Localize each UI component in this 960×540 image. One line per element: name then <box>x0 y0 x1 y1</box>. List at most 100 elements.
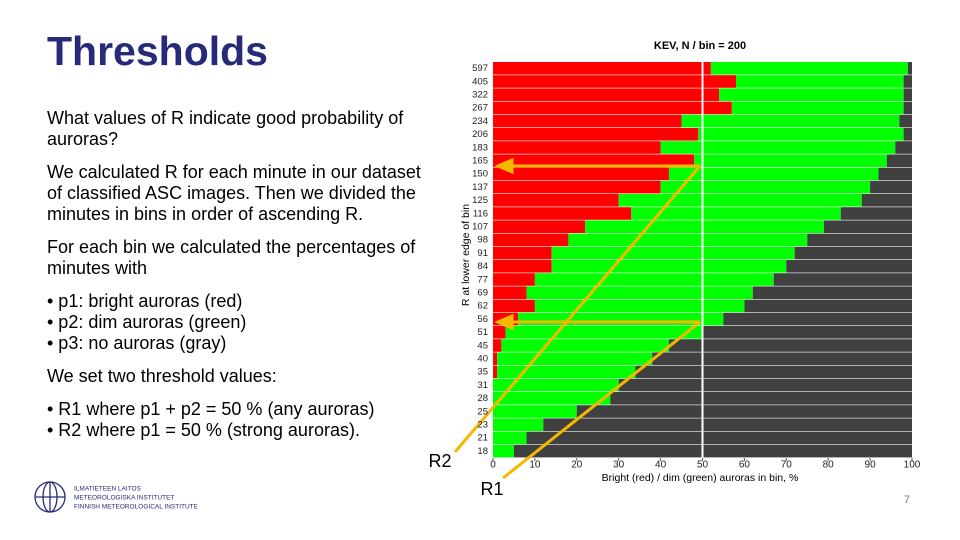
x-tick-label: 40 <box>655 460 667 471</box>
bar-segment <box>903 88 912 101</box>
x-tick-label: 80 <box>823 460 835 471</box>
bar-segment <box>794 246 912 260</box>
bar-segment <box>493 246 552 260</box>
bar-segment <box>694 154 887 167</box>
x-tick-label: 0 <box>490 460 496 471</box>
y-tick-label: 23 <box>477 420 488 431</box>
bar-segment <box>652 352 912 365</box>
bar-segment <box>878 167 912 181</box>
x-tick-label: 70 <box>781 460 793 471</box>
logo-text: METEOROLOGISKA INSTITUTET <box>74 495 174 502</box>
bar-segment <box>534 273 774 286</box>
y-tick-label: 206 <box>472 129 488 140</box>
bar-segment <box>698 128 904 141</box>
bar-segment <box>493 299 535 313</box>
y-tick-label: 18 <box>477 446 488 457</box>
bar-segment <box>752 286 912 299</box>
y-tick-label: 98 <box>477 235 488 246</box>
x-axis-label: Bright (red) / dim (green) auroras in bi… <box>602 472 799 484</box>
bar-segment <box>497 352 653 365</box>
bar-segment <box>861 194 912 207</box>
y-axis-label: R at lower edge of bin <box>460 204 472 306</box>
bar-segment <box>493 273 535 286</box>
bar-segment <box>635 365 912 379</box>
y-tick-label: 125 <box>472 195 488 206</box>
bar-segment <box>493 75 737 88</box>
arrow-head <box>494 157 514 175</box>
y-tick-label: 405 <box>472 76 488 87</box>
page-number: 7 <box>904 494 910 506</box>
y-tick-label: 35 <box>477 367 488 378</box>
bar-segment <box>493 365 498 379</box>
annotation-label: R2 <box>428 451 451 471</box>
paragraph-lead: For each bin we calculated the percentag… <box>47 237 416 278</box>
y-tick-label: 107 <box>472 222 488 233</box>
bullet: • p3: no auroras (gray) <box>47 333 227 353</box>
bar-segment <box>702 326 912 339</box>
x-tick-label: 60 <box>739 460 751 471</box>
slide-title: Thresholds <box>47 28 268 74</box>
y-tick-label: 25 <box>477 406 488 417</box>
bar-segment <box>681 114 900 128</box>
arrow-line <box>502 320 701 480</box>
bar-segment <box>773 273 912 286</box>
bar-segment <box>723 312 912 326</box>
x-tick-label: 90 <box>865 460 877 471</box>
bar-segment <box>493 167 669 181</box>
bar-segment <box>493 114 682 128</box>
annotation-label: R1 <box>480 479 503 499</box>
arrow-line <box>453 165 702 453</box>
bar-segment <box>493 378 619 392</box>
bar-segment <box>505 326 703 339</box>
bar-segment <box>493 154 695 167</box>
x-tick-label: 100 <box>904 460 921 471</box>
paragraph: What values of R indicate good probabili… <box>47 108 404 149</box>
bar-segment <box>870 180 912 194</box>
x-tick-label: 50 <box>697 460 709 471</box>
x-tick-label: 20 <box>571 460 583 471</box>
y-tick-label: 322 <box>472 90 488 101</box>
bar-segment <box>493 444 514 458</box>
logo-text: FINNISH METEOROLOGICAL INSTITUTE <box>74 504 199 511</box>
bar-segment <box>551 260 787 273</box>
bar-segment <box>903 128 912 141</box>
bar-segment <box>807 233 912 247</box>
bar-segment <box>551 246 795 260</box>
bar-segment <box>493 194 619 207</box>
bar-segment <box>513 444 912 458</box>
bar-segment <box>493 431 527 445</box>
bar-segment <box>493 141 661 154</box>
y-tick-label: 56 <box>477 314 488 325</box>
y-tick-label: 84 <box>477 261 488 272</box>
bar-segment <box>668 167 879 181</box>
paragraph: We set two threshold values: <box>47 366 432 387</box>
y-tick-label: 62 <box>477 301 488 312</box>
annotation-arrows <box>453 157 702 480</box>
y-tick-label: 165 <box>472 156 488 167</box>
y-tick-label: 45 <box>477 340 488 351</box>
bar-segment <box>585 220 825 233</box>
bar-segment <box>493 392 611 405</box>
bar-segment <box>493 418 544 431</box>
bar-segment <box>493 339 502 352</box>
bar-segment <box>731 101 904 115</box>
bar-segment <box>710 62 908 75</box>
bar-segment <box>543 418 912 431</box>
bar-segment <box>840 207 912 220</box>
y-tick-label: 28 <box>477 393 488 404</box>
bar-segment <box>786 260 912 273</box>
y-tick-label: 150 <box>472 169 488 180</box>
bar-segment <box>907 62 912 75</box>
slide-text: What values of R indicate good probabili… <box>47 108 432 453</box>
y-tick-label: 31 <box>477 380 488 391</box>
bullet: • R1 where p1 + p2 = 50 % (any auroras) <box>47 399 375 419</box>
y-tick-label: 234 <box>472 116 488 127</box>
bar-segment <box>493 286 527 299</box>
bar-segment <box>576 405 912 418</box>
bar-segment <box>824 220 912 233</box>
bar-segment <box>493 220 586 233</box>
bar-segment <box>497 365 636 379</box>
y-tick-label: 137 <box>472 182 488 193</box>
bar-segment <box>886 154 912 167</box>
